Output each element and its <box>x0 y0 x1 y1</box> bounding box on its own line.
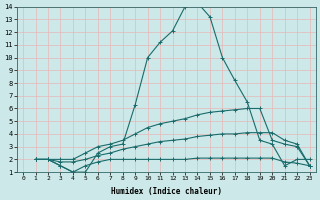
X-axis label: Humidex (Indice chaleur): Humidex (Indice chaleur) <box>111 187 222 196</box>
